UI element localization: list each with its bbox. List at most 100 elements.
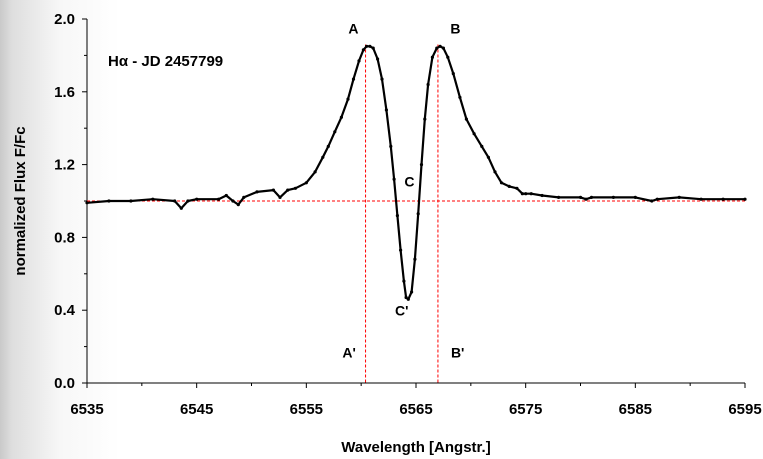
- series-point: [402, 279, 406, 283]
- annotation-label: B: [450, 21, 460, 37]
- series-point: [368, 44, 372, 48]
- series-point: [515, 186, 519, 190]
- series-point: [699, 197, 703, 201]
- y-tick-label: 0.4: [54, 302, 76, 319]
- annotation-label: B': [451, 345, 464, 361]
- series-point: [589, 195, 594, 199]
- series-point: [217, 197, 221, 201]
- x-tick-label: 6585: [619, 401, 652, 418]
- series-point: [186, 199, 190, 203]
- series-markers: [85, 44, 747, 301]
- series-point: [278, 195, 282, 199]
- series-point: [423, 117, 427, 121]
- annotation-label: A': [342, 345, 355, 361]
- series-point: [410, 290, 414, 294]
- x-tick-label: 6555: [290, 401, 323, 418]
- series-point: [404, 295, 408, 300]
- x-ticks: 6535 6545 6555 6565 6575 6585 6595: [70, 383, 762, 418]
- series-point: [361, 48, 365, 52]
- series-point: [743, 197, 747, 201]
- annotation-label: C': [395, 303, 408, 319]
- series-point: [446, 55, 450, 59]
- series-point: [392, 177, 396, 181]
- series-point: [472, 132, 476, 136]
- series-point: [493, 170, 497, 174]
- series-point: [677, 195, 681, 199]
- series-point: [524, 192, 528, 196]
- series-point: [357, 59, 361, 63]
- series-point: [151, 197, 155, 201]
- series-point: [451, 72, 455, 76]
- series-point: [584, 197, 588, 201]
- series-point: [313, 170, 317, 174]
- series-point: [376, 57, 380, 61]
- series-point: [557, 195, 561, 199]
- series-point: [395, 214, 399, 218]
- series-point: [326, 144, 330, 148]
- series-point: [107, 199, 111, 203]
- series-point: [339, 115, 343, 119]
- series-point: [480, 144, 484, 148]
- series-point: [371, 46, 375, 50]
- series-point: [236, 203, 240, 207]
- y-tick-label: 0.0: [54, 375, 75, 392]
- series-point: [321, 155, 325, 159]
- series-point: [286, 188, 290, 192]
- series-point: [438, 44, 442, 48]
- series-point: [195, 197, 199, 201]
- y-tick-label: 1.6: [54, 84, 75, 101]
- series-point: [242, 195, 246, 199]
- series-point: [633, 195, 637, 199]
- x-tick-label: 6565: [399, 401, 432, 418]
- series-point: [380, 77, 384, 81]
- series-point: [173, 199, 177, 203]
- x-axis-title: Wavelength [Angstr.]: [341, 439, 490, 456]
- series-point: [441, 46, 445, 50]
- series-point: [333, 130, 337, 134]
- series-point: [413, 257, 417, 261]
- x-tick-label: 6535: [70, 401, 103, 418]
- series-point: [224, 193, 228, 198]
- series-point: [540, 193, 544, 198]
- y-tick-label: 0.8: [54, 229, 75, 246]
- reference-guides: [87, 44, 745, 383]
- series-point: [85, 201, 89, 205]
- series-point: [426, 82, 430, 87]
- series-point: [655, 197, 659, 201]
- series-point: [384, 108, 388, 112]
- series-point: [304, 181, 308, 185]
- x-tick-label: 6575: [509, 401, 542, 418]
- series-point: [293, 186, 297, 190]
- series-point: [271, 188, 275, 192]
- x-tick-label: 6545: [180, 401, 213, 418]
- series-point: [399, 248, 403, 252]
- series-point: [389, 144, 393, 148]
- series-point: [255, 190, 259, 194]
- series-point: [435, 46, 439, 50]
- series-point: [464, 117, 468, 121]
- y-axis-title: normalized Flux F/Fc: [12, 126, 29, 275]
- series-point: [365, 44, 369, 48]
- annotations: A B C C' A' B': [342, 21, 464, 361]
- series-point: [486, 155, 490, 159]
- series-point: [578, 195, 583, 199]
- series-line: [86, 45, 745, 301]
- series-point: [520, 192, 525, 196]
- x-tick-label: 6595: [728, 401, 761, 418]
- series-point: [406, 297, 410, 301]
- series-point: [507, 184, 511, 188]
- series-point: [129, 199, 133, 203]
- series-point: [179, 206, 183, 210]
- series-point: [721, 197, 725, 201]
- y-tick-label: 1.2: [54, 157, 75, 174]
- y-tick-label: 2.0: [54, 11, 75, 28]
- plot-area: 6535 6545 6555 6565 6575 6585 6595 0.0 0.4 0.8 1.…: [54, 11, 762, 418]
- series-point: [351, 77, 356, 81]
- series-point: [346, 97, 350, 101]
- chart-title: Hα - JD 2457799: [108, 53, 223, 70]
- series-point: [430, 55, 434, 59]
- series-point: [419, 163, 424, 167]
- series-point: [231, 199, 235, 203]
- annotation-label: C: [404, 173, 414, 189]
